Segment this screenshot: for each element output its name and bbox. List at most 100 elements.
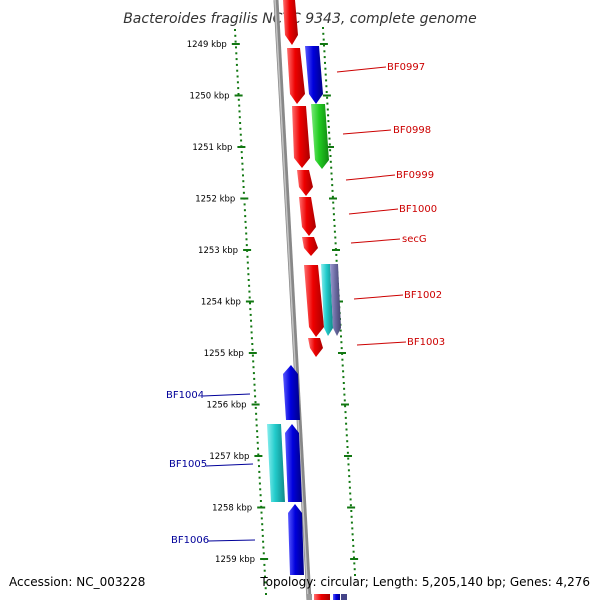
ruler-dot (352, 539, 354, 542)
ruler-dot (258, 476, 261, 479)
ruler-dot (250, 337, 253, 340)
ruler-dot (264, 587, 267, 590)
ruler-dot (242, 180, 245, 183)
gene-label-bf1002: BF1002 (404, 290, 442, 301)
gene-label-bf0997: BF0997 (387, 62, 425, 73)
ruler-dot (332, 201, 335, 204)
ruler-tick-label: 1252 kbp (195, 195, 235, 205)
ruler-dot (255, 412, 258, 415)
ruler-dot (342, 376, 345, 379)
ruler-dot (328, 131, 331, 134)
ruler-dot (240, 151, 243, 154)
ruler-dot (331, 184, 334, 187)
ruler-dot (262, 540, 265, 543)
ruler-dot (240, 139, 243, 142)
ruler-dot (260, 517, 263, 520)
ruler-dot (239, 127, 242, 130)
ruler-dot (328, 137, 331, 140)
ruler-dot (351, 533, 354, 536)
ruler-dot (251, 343, 254, 345)
ruler-tick-label: 1256 kbp (207, 401, 247, 411)
ruler-dot (263, 569, 266, 572)
ruler-dot (346, 446, 349, 448)
ruler-dot (324, 67, 327, 70)
ruler-dot (259, 488, 262, 491)
ruler-dot (345, 428, 348, 431)
ruler-dot (333, 219, 336, 221)
ruler-dot (347, 463, 350, 466)
ruler-dot (235, 52, 238, 55)
genome-backbone-highlight (274, 0, 309, 600)
ruler-tick-label: 1257 kbp (209, 452, 249, 462)
ruler-dot (238, 104, 241, 107)
ruler-dot (343, 393, 346, 396)
ruler-dot (350, 515, 353, 518)
gene-label-bf1003: BF1003 (407, 337, 445, 348)
ruler-dot (253, 389, 256, 392)
ruler-dot (334, 236, 337, 239)
ruler-dot (353, 568, 356, 571)
ruler-dot (237, 87, 240, 90)
ruler-dot (251, 348, 254, 351)
ruler-dot (242, 186, 245, 188)
ruler-dot (340, 341, 343, 344)
backbone-stub (307, 594, 312, 600)
ruler-dot (255, 424, 258, 427)
ruler-dot (234, 34, 237, 37)
ruler-dot (352, 550, 355, 553)
ruler-tick (332, 249, 340, 251)
ruler-dot (254, 401, 257, 404)
ruler-tick (322, 94, 331, 97)
ruler-dot (343, 387, 346, 390)
ruler-dot (330, 172, 333, 175)
gene-arrow-cyan (321, 264, 333, 336)
ruler-dot (236, 81, 239, 84)
ruler-dot (247, 273, 250, 276)
ruler-dot (242, 174, 244, 177)
ruler-dot (243, 209, 246, 212)
gene-arrow-blue (288, 504, 304, 575)
ruler-dot (333, 224, 336, 227)
ruler-dot (322, 38, 325, 41)
ruler-dot (256, 441, 259, 444)
ruler-dot (350, 510, 353, 512)
gene-label-secg: secG (402, 234, 427, 245)
ruler-dot (261, 523, 264, 526)
gene-arrow-red (283, 0, 298, 45)
ruler-tick (237, 146, 246, 148)
ruler-dot (345, 422, 348, 425)
ruler-dot (255, 418, 258, 421)
ruler-tick (260, 558, 269, 560)
ruler-dot (249, 313, 252, 316)
ruler-dot (328, 143, 331, 146)
ruler-dot (334, 242, 337, 245)
gene-leader-lines (202, 66, 407, 542)
ruler-dot (236, 75, 239, 78)
ruler-dot (346, 451, 349, 454)
ruler-dot (250, 319, 252, 322)
ruler-tick-label: 1250 kbp (190, 92, 230, 102)
gene-label-bf1000: BF1000 (399, 204, 437, 215)
ruler-dot (241, 162, 244, 165)
ruler-dot (236, 69, 239, 72)
gene-label-bf1006: BF1006 (171, 535, 209, 546)
ruler-dot (339, 329, 342, 332)
ruler-dot (326, 102, 329, 105)
ruler-tick (240, 197, 249, 200)
ruler-dot (239, 122, 242, 124)
ruler-dot (340, 347, 343, 350)
ruler-dot (244, 220, 247, 223)
ruler-tick-label: 1255 kbp (204, 349, 244, 359)
gene-arrow-blue (333, 594, 340, 600)
topology-label: Topology: circular; Length: 5,205,140 bp… (259, 575, 590, 589)
gene-arrow-cyan (267, 424, 285, 502)
ruler-dot (263, 563, 266, 566)
ruler-dot (237, 93, 240, 95)
gene-arrow-red (292, 106, 310, 168)
ruler-tick (243, 249, 252, 251)
ruler-dot (258, 465, 260, 468)
ruler-tick (251, 403, 260, 406)
ruler-dot (352, 544, 355, 547)
gene-arrow-red (299, 197, 316, 236)
ruler-dot (331, 195, 334, 198)
